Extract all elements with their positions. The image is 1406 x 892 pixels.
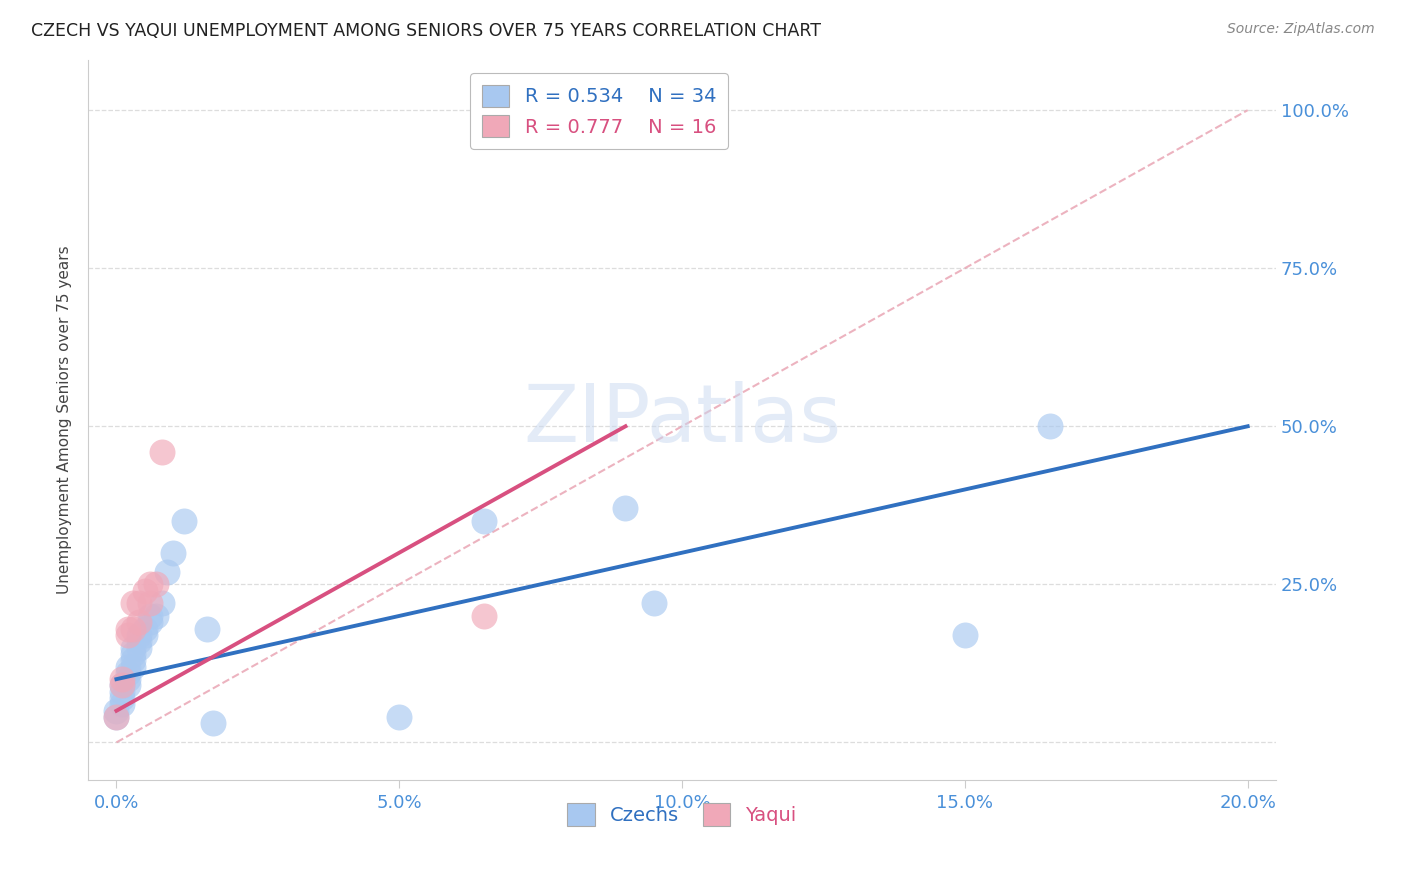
- Point: [128, 628, 150, 642]
- Point: [122, 622, 145, 636]
- Point: [128, 596, 150, 610]
- Point: [111, 691, 134, 706]
- Point: [105, 710, 128, 724]
- Text: Source: ZipAtlas.com: Source: ZipAtlas.com: [1227, 22, 1375, 37]
- Point: [111, 698, 134, 712]
- Point: [122, 653, 145, 667]
- Point: [117, 672, 139, 686]
- Point: [117, 659, 139, 673]
- Point: [128, 615, 150, 630]
- Point: [156, 565, 179, 579]
- Point: [117, 678, 139, 692]
- Point: [139, 615, 162, 630]
- Point: [122, 640, 145, 655]
- Point: [134, 583, 156, 598]
- Point: [643, 596, 665, 610]
- Point: [150, 444, 173, 458]
- Text: ZIPatlas: ZIPatlas: [523, 381, 841, 459]
- Point: [201, 716, 224, 731]
- Point: [162, 546, 184, 560]
- Point: [472, 514, 495, 528]
- Point: [122, 647, 145, 661]
- Point: [111, 672, 134, 686]
- Point: [117, 622, 139, 636]
- Legend: Czechs, Yaqui: Czechs, Yaqui: [558, 794, 807, 836]
- Point: [134, 622, 156, 636]
- Point: [139, 609, 162, 624]
- Point: [111, 678, 134, 692]
- Point: [173, 514, 195, 528]
- Point: [122, 659, 145, 673]
- Point: [145, 609, 167, 624]
- Point: [105, 710, 128, 724]
- Text: CZECH VS YAQUI UNEMPLOYMENT AMONG SENIORS OVER 75 YEARS CORRELATION CHART: CZECH VS YAQUI UNEMPLOYMENT AMONG SENIOR…: [31, 22, 821, 40]
- Point: [145, 577, 167, 591]
- Point: [117, 628, 139, 642]
- Point: [128, 634, 150, 648]
- Point: [134, 628, 156, 642]
- Point: [117, 665, 139, 680]
- Point: [472, 609, 495, 624]
- Point: [150, 596, 173, 610]
- Point: [614, 501, 637, 516]
- Point: [953, 628, 976, 642]
- Point: [111, 685, 134, 699]
- Point: [1039, 419, 1062, 434]
- Point: [111, 678, 134, 692]
- Y-axis label: Unemployment Among Seniors over 75 years: Unemployment Among Seniors over 75 years: [58, 245, 72, 594]
- Point: [614, 103, 637, 118]
- Point: [195, 622, 218, 636]
- Point: [388, 710, 411, 724]
- Point: [105, 704, 128, 718]
- Point: [128, 640, 150, 655]
- Point: [139, 596, 162, 610]
- Point: [122, 596, 145, 610]
- Point: [139, 577, 162, 591]
